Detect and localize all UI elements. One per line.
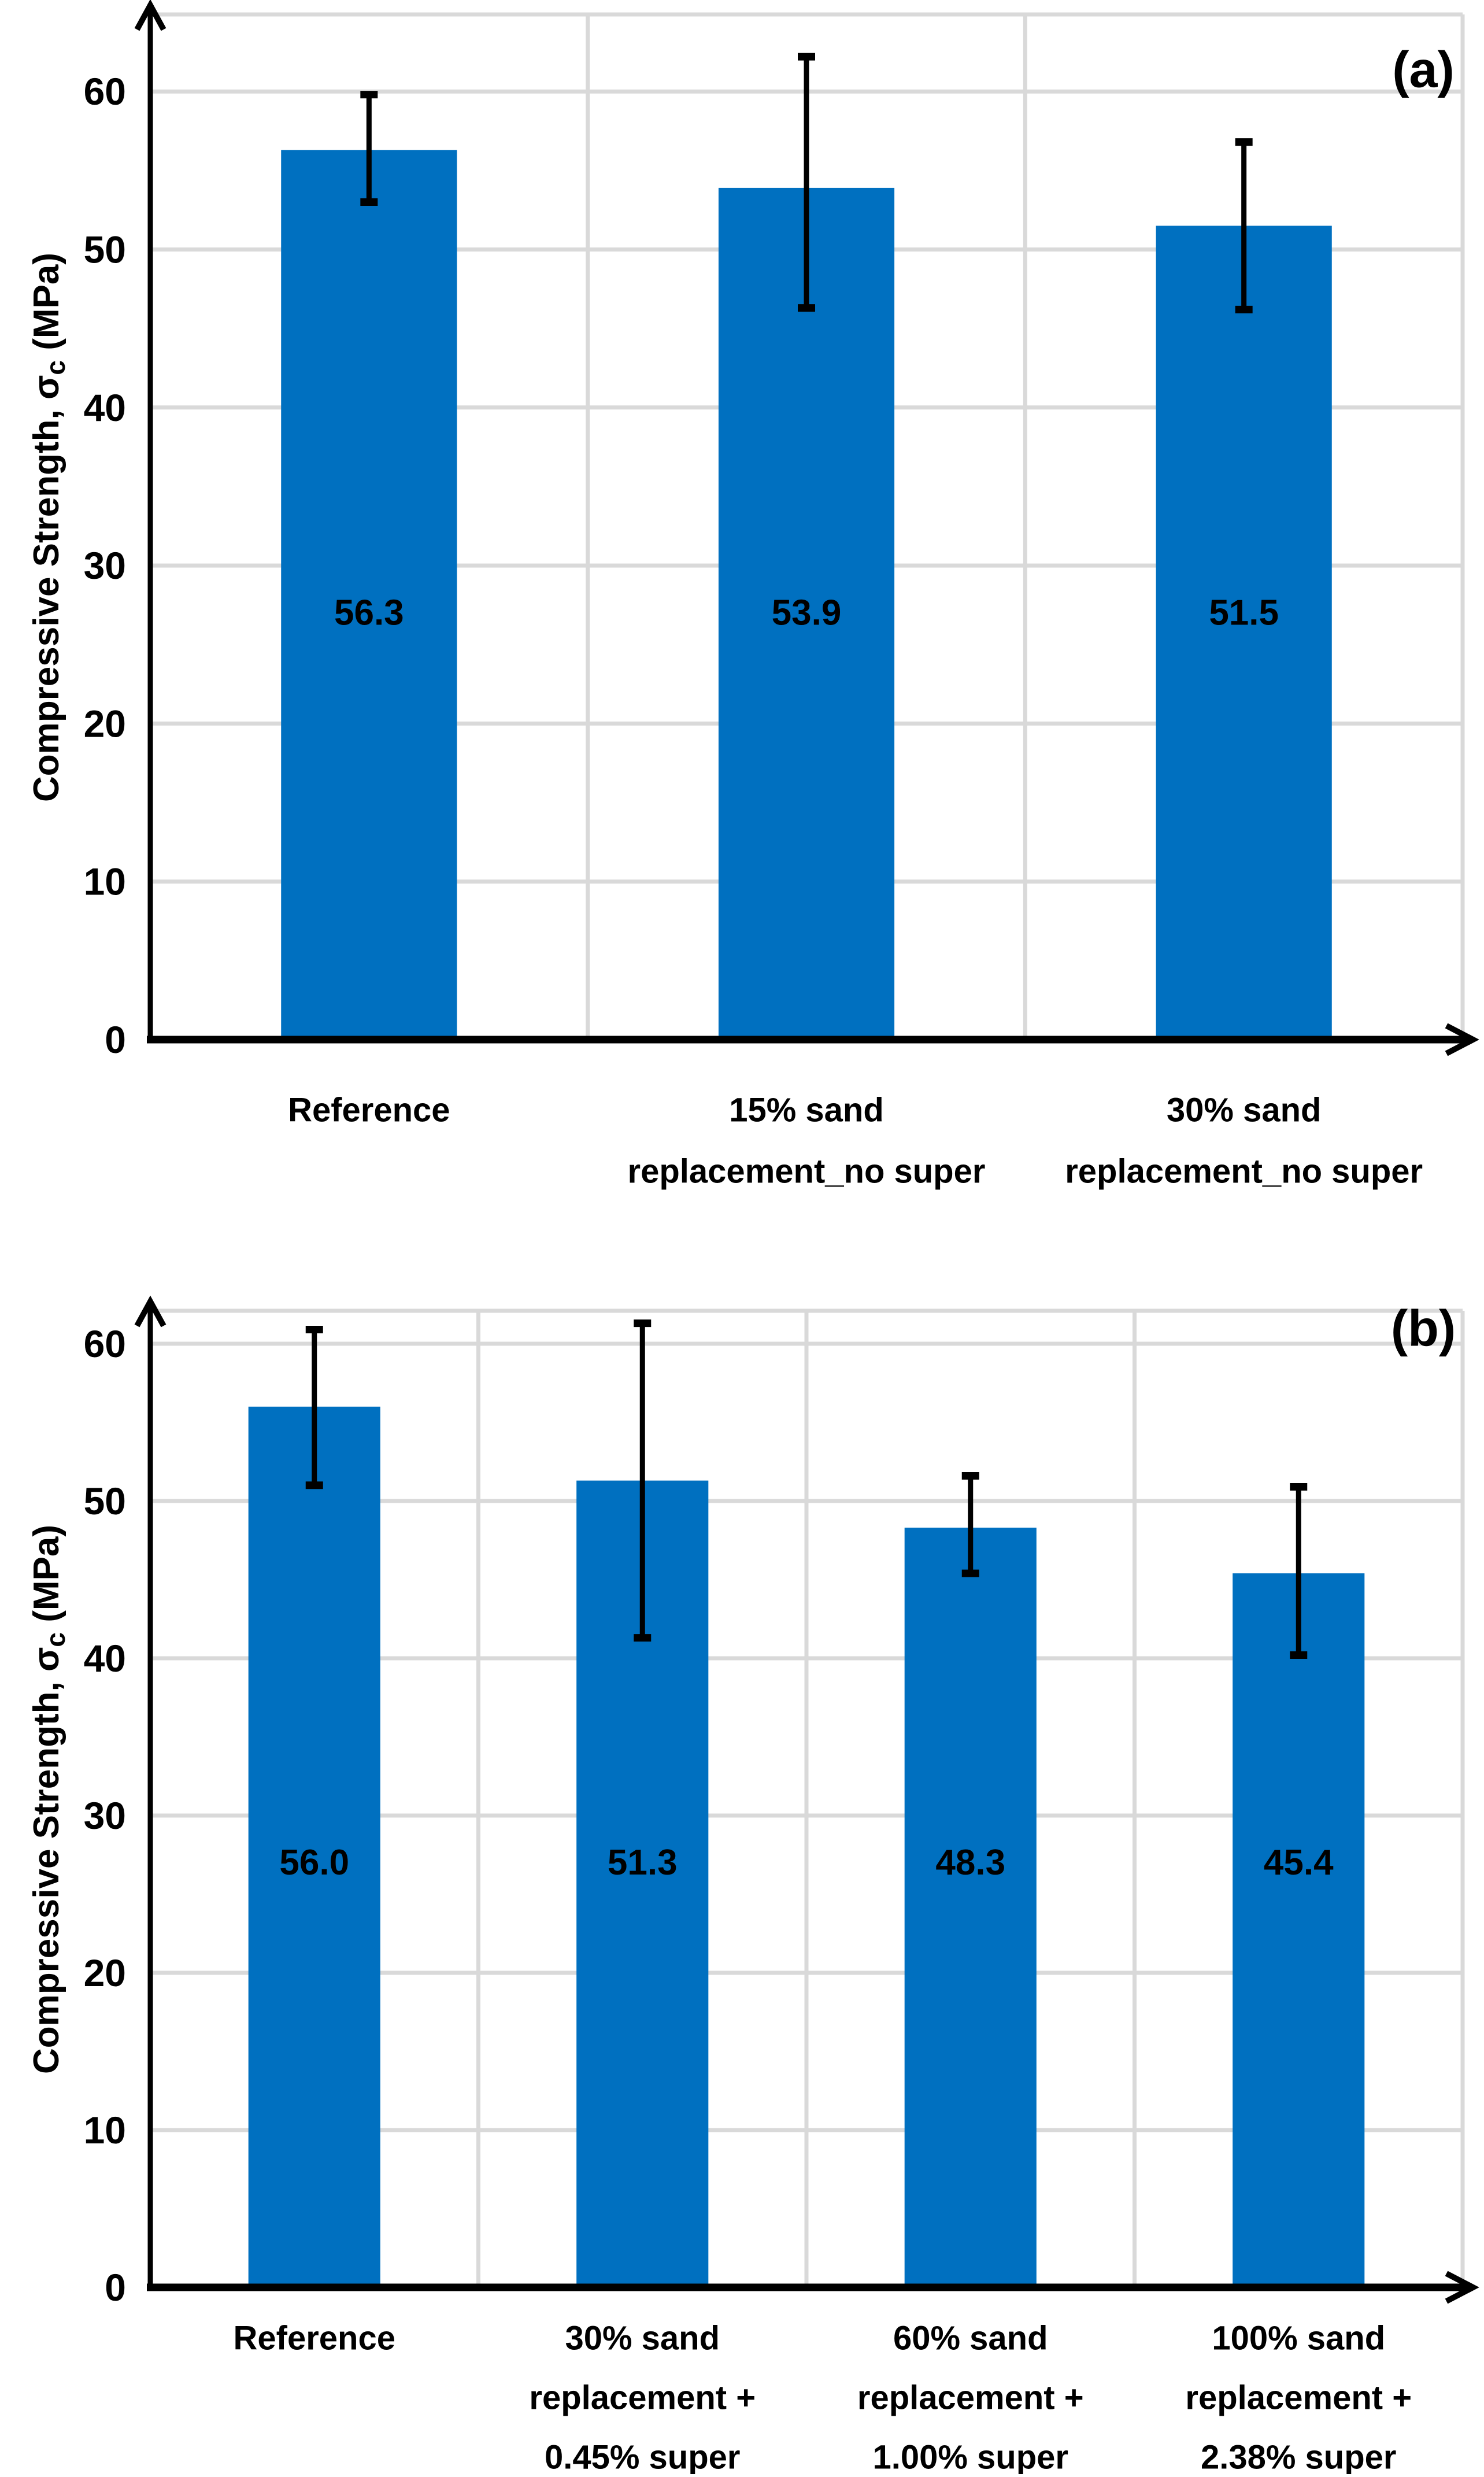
category-label: 15% sand bbox=[729, 1092, 884, 1129]
y-tick-label: 50 bbox=[84, 1480, 126, 1522]
bar bbox=[1156, 225, 1332, 1040]
bar bbox=[281, 150, 457, 1040]
category-label: replacement + bbox=[529, 2379, 756, 2417]
y-tick-label: 40 bbox=[84, 1637, 126, 1680]
bar-value-label: 56.0 bbox=[279, 1843, 349, 1883]
bar-value-label: 45.4 bbox=[1264, 1843, 1334, 1883]
y-axis-title-main: Compressive Strength, σ bbox=[27, 1647, 66, 2074]
y-tick-label: 30 bbox=[84, 544, 126, 587]
y-axis-title-units: (MPa) bbox=[27, 1525, 66, 1632]
y-tick-label: 10 bbox=[84, 2109, 126, 2151]
y-tick-label: 50 bbox=[84, 228, 126, 271]
category-label: 2.38% super bbox=[1201, 2439, 1397, 2475]
category-label: Reference bbox=[288, 1092, 450, 1129]
category-label: 60% sand bbox=[893, 2320, 1048, 2357]
bar bbox=[1233, 1573, 1365, 2287]
y-tick-label: 40 bbox=[84, 386, 126, 429]
bar bbox=[248, 1406, 380, 2287]
y-axis-title-subscript: c bbox=[40, 1632, 71, 1647]
x-axis-arrowhead bbox=[1445, 1023, 1479, 1056]
bar bbox=[904, 1528, 1037, 2287]
bar-value-label: 53.9 bbox=[772, 593, 842, 633]
y-axis-title-units: (MPa) bbox=[27, 253, 66, 360]
y-tick-label: 20 bbox=[84, 1951, 126, 1994]
bar-value-label: 51.3 bbox=[608, 1843, 678, 1883]
category-label: 30% sand bbox=[1167, 1092, 1322, 1129]
y-axis-title: Compressive Strength, σc (MPa) bbox=[27, 1525, 71, 2074]
bar-value-label: 51.5 bbox=[1209, 593, 1279, 633]
panel-label: (a) bbox=[1392, 41, 1455, 98]
bar bbox=[718, 187, 895, 1040]
bar-value-label: 56.3 bbox=[334, 593, 404, 633]
x-axis-arrowhead bbox=[1445, 2271, 1479, 2304]
y-tick-label: 60 bbox=[84, 70, 126, 113]
y-axis-title-main: Compressive Strength, σ bbox=[27, 375, 66, 802]
panel-label: (b) bbox=[1391, 1300, 1456, 1357]
y-axis-title: Compressive Strength, σc (MPa) bbox=[27, 253, 71, 802]
y-tick-label: 10 bbox=[84, 860, 126, 903]
category-label: replacement + bbox=[857, 2379, 1084, 2417]
y-tick-label: 0 bbox=[105, 2266, 126, 2309]
category-label: 1.00% super bbox=[872, 2439, 1068, 2475]
bar-value-label: 48.3 bbox=[935, 1843, 1005, 1883]
category-label: replacement + bbox=[1185, 2379, 1412, 2417]
category-label: replacement_no super bbox=[1065, 1153, 1423, 1191]
y-axis-title-subscript: c bbox=[40, 360, 71, 375]
chart-panel-b: 0 10 20 30 40 50 60 56.0 Reference 51.3 30% sand re… bbox=[27, 1295, 1479, 2476]
chart-panel-a: 0 10 20 30 40 50 60 56.3 Reference 53.9 15% sand re… bbox=[27, 0, 1479, 1191]
y-axis-arrowhead bbox=[134, 0, 166, 31]
y-axis-arrowhead bbox=[134, 1295, 166, 1328]
y-tick-label: 20 bbox=[84, 702, 126, 745]
category-label: 100% sand bbox=[1212, 2320, 1385, 2357]
category-label: replacement_no super bbox=[628, 1153, 986, 1191]
category-label: 0.45% super bbox=[545, 2439, 741, 2475]
category-label: 30% sand bbox=[565, 2320, 720, 2357]
y-tick-label: 0 bbox=[105, 1018, 126, 1061]
y-tick-label: 30 bbox=[84, 1794, 126, 1837]
y-tick-label: 60 bbox=[84, 1322, 126, 1365]
category-label: Reference bbox=[234, 2320, 395, 2357]
